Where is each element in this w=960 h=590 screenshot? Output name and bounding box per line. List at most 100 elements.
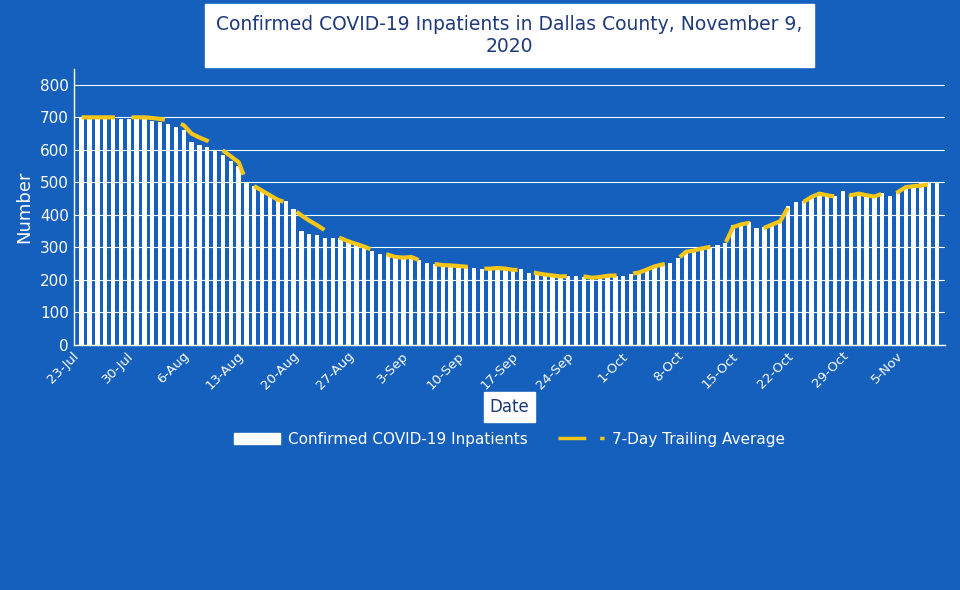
Bar bbox=[283, 201, 288, 345]
Bar bbox=[425, 263, 429, 345]
Bar bbox=[417, 260, 421, 345]
Bar bbox=[221, 155, 225, 345]
Bar bbox=[903, 186, 908, 345]
Bar bbox=[723, 243, 728, 345]
Bar bbox=[433, 264, 437, 345]
Bar bbox=[873, 196, 876, 345]
Bar bbox=[582, 277, 587, 345]
Bar bbox=[456, 266, 461, 345]
Bar bbox=[354, 245, 358, 345]
Bar bbox=[370, 251, 374, 345]
Bar bbox=[825, 195, 829, 345]
Bar bbox=[786, 206, 790, 345]
Bar bbox=[244, 182, 249, 345]
Bar bbox=[189, 142, 194, 345]
Bar bbox=[166, 124, 170, 345]
Bar bbox=[747, 222, 751, 345]
Bar bbox=[739, 224, 743, 345]
Bar bbox=[715, 245, 720, 345]
Bar bbox=[252, 186, 256, 345]
Bar bbox=[103, 119, 108, 345]
Bar bbox=[817, 193, 822, 345]
Bar bbox=[700, 248, 704, 345]
Bar bbox=[158, 122, 162, 345]
Bar bbox=[260, 191, 264, 345]
Bar bbox=[708, 247, 711, 345]
Bar bbox=[809, 196, 814, 345]
Bar bbox=[621, 276, 625, 345]
Bar bbox=[770, 224, 775, 345]
Bar bbox=[629, 274, 634, 345]
Bar bbox=[495, 267, 500, 345]
Bar bbox=[236, 166, 241, 345]
Bar bbox=[174, 127, 178, 345]
Bar bbox=[409, 256, 414, 345]
Bar bbox=[535, 274, 539, 345]
Bar bbox=[684, 251, 688, 345]
Bar bbox=[927, 182, 931, 345]
Bar bbox=[347, 241, 350, 345]
Bar bbox=[401, 258, 406, 345]
Bar bbox=[268, 195, 273, 345]
Bar bbox=[330, 238, 335, 345]
Bar bbox=[95, 117, 100, 345]
Bar bbox=[644, 269, 649, 345]
Bar bbox=[197, 145, 202, 345]
Bar bbox=[864, 195, 869, 345]
Bar bbox=[589, 279, 594, 345]
Bar bbox=[841, 191, 845, 345]
Bar bbox=[119, 119, 123, 345]
Bar bbox=[292, 209, 296, 345]
Bar bbox=[574, 276, 578, 345]
Bar bbox=[205, 146, 209, 345]
Bar bbox=[441, 266, 444, 345]
Bar bbox=[87, 119, 91, 345]
Bar bbox=[613, 276, 617, 345]
Bar bbox=[464, 267, 468, 345]
Bar bbox=[488, 269, 492, 345]
Bar bbox=[597, 277, 602, 345]
Bar bbox=[755, 228, 758, 345]
Bar bbox=[550, 276, 555, 345]
Bar bbox=[653, 266, 657, 345]
Bar bbox=[880, 193, 884, 345]
Bar bbox=[511, 271, 516, 345]
Bar bbox=[778, 221, 782, 345]
Bar bbox=[362, 248, 367, 345]
Bar bbox=[213, 152, 217, 345]
Bar bbox=[888, 196, 892, 345]
Bar bbox=[731, 225, 735, 345]
Bar bbox=[849, 195, 853, 345]
Bar bbox=[276, 199, 280, 345]
Bar bbox=[142, 119, 147, 345]
Bar bbox=[692, 250, 696, 345]
Bar bbox=[323, 238, 327, 345]
Bar bbox=[519, 269, 523, 345]
Title: Confirmed COVID-19 Inpatients in Dallas County, November 9,
2020: Confirmed COVID-19 Inpatients in Dallas … bbox=[216, 15, 803, 56]
Bar bbox=[636, 273, 641, 345]
Bar bbox=[377, 254, 382, 345]
Bar bbox=[150, 120, 155, 345]
Bar bbox=[606, 276, 610, 345]
Bar bbox=[668, 263, 672, 345]
X-axis label: Date: Date bbox=[490, 398, 529, 416]
Bar bbox=[472, 268, 476, 345]
Bar bbox=[833, 196, 837, 345]
Bar bbox=[794, 202, 798, 345]
Bar bbox=[527, 273, 531, 345]
Bar bbox=[448, 266, 453, 345]
Bar bbox=[300, 231, 303, 345]
Bar bbox=[315, 235, 320, 345]
Bar bbox=[480, 269, 484, 345]
Bar bbox=[386, 255, 390, 345]
Bar bbox=[307, 234, 311, 345]
Bar bbox=[660, 264, 664, 345]
Bar bbox=[394, 258, 397, 345]
Y-axis label: Number: Number bbox=[15, 171, 33, 243]
Bar bbox=[566, 276, 570, 345]
Bar bbox=[339, 238, 343, 345]
Bar bbox=[181, 130, 186, 345]
Bar bbox=[856, 193, 861, 345]
Bar bbox=[762, 227, 767, 345]
Bar bbox=[896, 191, 900, 345]
